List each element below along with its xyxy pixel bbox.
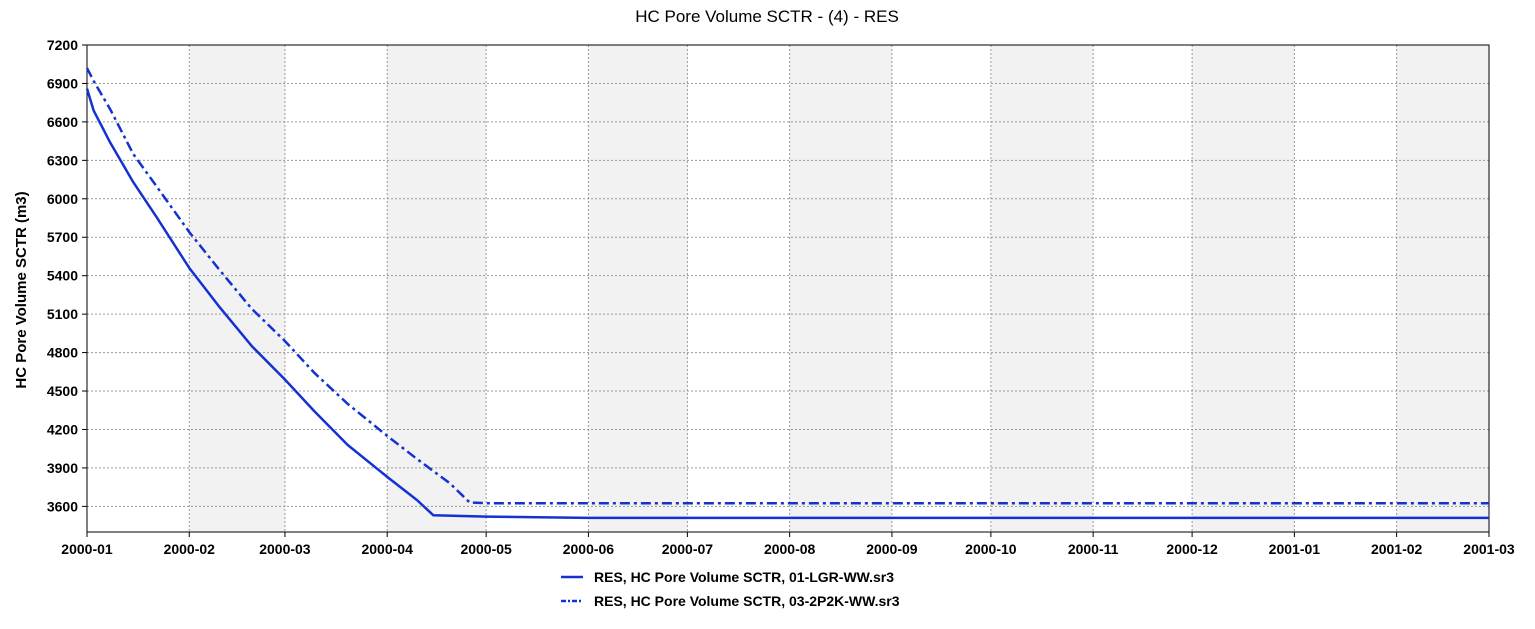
plot-area — [86, 44, 1490, 533]
y-axis-label: HC Pore Volume SCTR (m3) — [13, 191, 30, 388]
y-tick-label: 6300 — [47, 152, 78, 168]
series-line-2 — [85, 67, 1489, 505]
legend: RES, HC Pore Volume SCTR, 01-LGR-WW.sr3 R… — [561, 569, 900, 609]
x-tick-label: 2000-11 — [1068, 541, 1119, 557]
plot-bands — [189, 45, 1489, 532]
x-tick-label: 2000-10 — [965, 541, 1017, 557]
legend-label-2: RES, HC Pore Volume SCTR, 03-2P2K-WW.sr3 — [594, 593, 900, 609]
y-tick-label: 3600 — [47, 498, 78, 514]
grid — [87, 45, 1489, 532]
x-tick-label: 2001-03 — [1463, 541, 1515, 557]
x-axis: 2000-01 2000-02 2000-03 2000-04 2000-05 2000-… — [61, 532, 1515, 557]
plot-band — [1396, 45, 1489, 532]
x-tick-label: 2001-01 — [1269, 541, 1321, 557]
x-tick-label: 2000-09 — [866, 541, 918, 557]
y-tick-label: 5400 — [47, 268, 78, 284]
plot-band — [990, 45, 1094, 532]
x-tick-label: 2000-03 — [259, 541, 311, 557]
y-axis: 3600 3900 4200 4500 4800 5100 5400 5700 6000 6300… — [47, 37, 87, 514]
x-tick-label: 2000-07 — [662, 541, 714, 557]
series-line-1 — [85, 88, 1489, 520]
x-tick-label: 2000-12 — [1166, 541, 1218, 557]
y-tick-label: 4800 — [47, 345, 78, 361]
plot-band — [387, 45, 487, 532]
plot-band — [588, 45, 688, 532]
x-tick-label: 2001-02 — [1371, 541, 1423, 557]
y-tick-label: 6900 — [47, 75, 78, 91]
x-tick-label: 2000-08 — [764, 541, 816, 557]
x-tick-label: 2000-05 — [460, 541, 512, 557]
y-tick-label: 6600 — [47, 114, 78, 130]
y-tick-label: 4500 — [47, 383, 78, 399]
y-tick-label: 7200 — [47, 37, 78, 53]
y-tick-label: 5700 — [47, 229, 78, 245]
y-tick-label: 5100 — [47, 306, 78, 322]
y-tick-label: 4200 — [47, 421, 78, 437]
x-tick-label: 2000-02 — [164, 541, 216, 557]
x-tick-label: 2000-04 — [361, 541, 413, 557]
plot-band — [1192, 45, 1295, 532]
x-tick-label: 2000-01 — [61, 541, 113, 557]
chart-title: HC Pore Volume SCTR - (4) - RES — [635, 7, 899, 26]
y-tick-label: 6000 — [47, 191, 78, 207]
plot-band — [789, 45, 892, 532]
y-tick-label: 3900 — [47, 460, 78, 476]
legend-label-1: RES, HC Pore Volume SCTR, 01-LGR-WW.sr3 — [594, 569, 894, 585]
x-tick-label: 2000-06 — [563, 541, 615, 557]
series-group — [85, 67, 1489, 520]
